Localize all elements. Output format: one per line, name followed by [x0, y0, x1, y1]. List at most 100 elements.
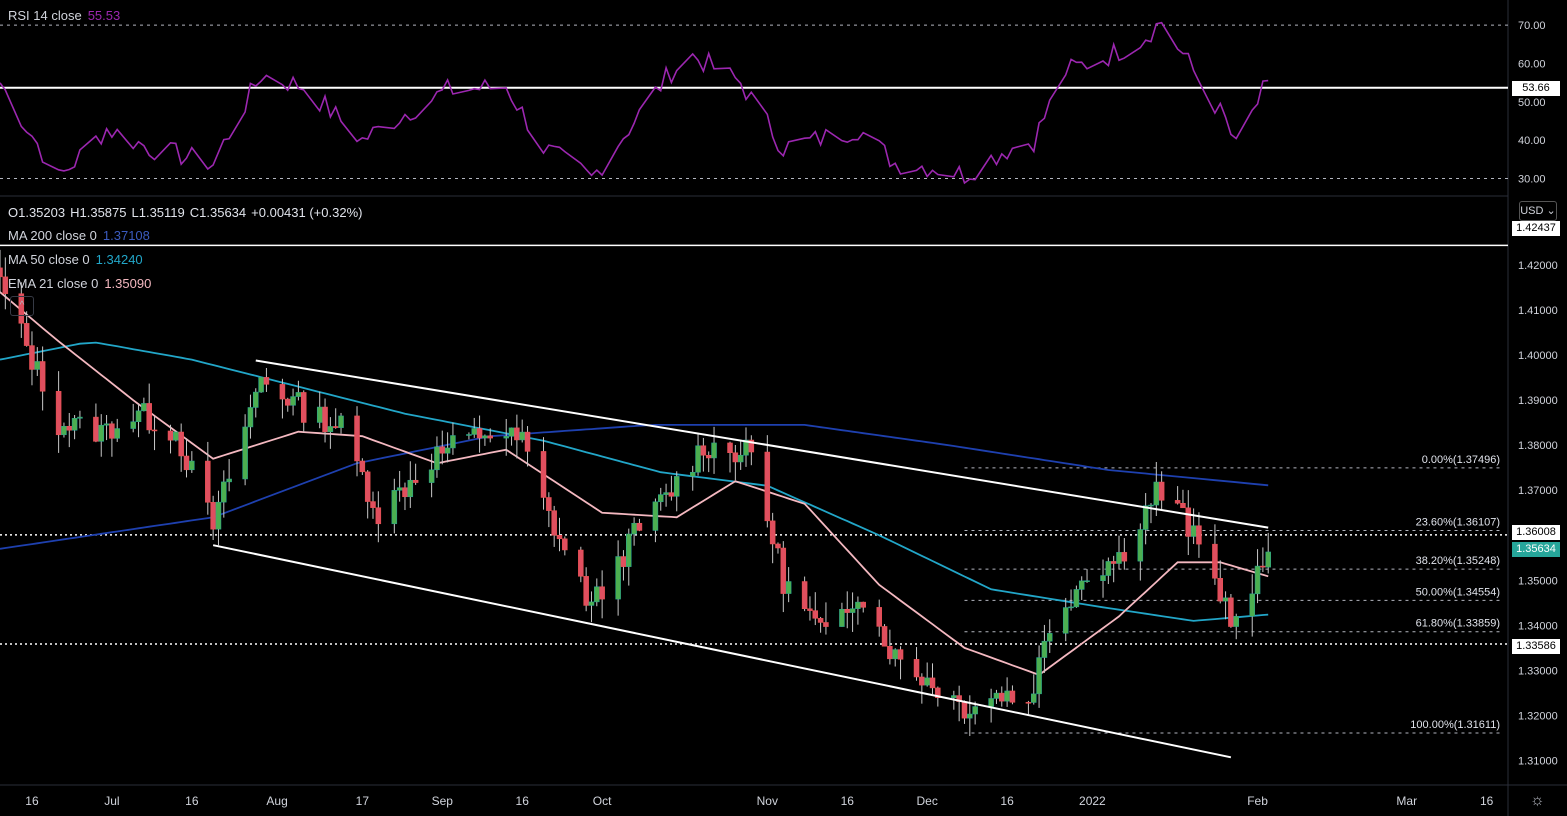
candle-body: [439, 446, 446, 454]
time-tick-label: 2022: [1079, 794, 1106, 808]
price-tick-label: 1.40000: [1518, 350, 1558, 362]
candle-body: [860, 601, 866, 608]
candle-body: [221, 481, 227, 503]
candle-body: [1260, 565, 1266, 568]
ma50-label: MA 50 close 0: [8, 252, 90, 267]
candle-body: [434, 446, 440, 471]
candle-body: [0, 267, 3, 278]
candle-body: [551, 510, 557, 536]
candle-body: [135, 410, 142, 422]
ma200-legend[interactable]: MA 200 close 0 1.37108: [8, 228, 150, 243]
candle-body: [817, 618, 824, 623]
time-tick-label: Nov: [757, 794, 778, 808]
candle-body: [972, 706, 978, 715]
upper-level-tag: 1.36008: [1512, 525, 1560, 540]
candle-body: [508, 427, 515, 437]
price-tick-label: 1.33000: [1518, 665, 1558, 677]
time-tick-label: Aug: [266, 794, 287, 808]
candle-body: [316, 406, 323, 423]
candle-body: [626, 533, 632, 567]
candle-body: [999, 692, 1005, 702]
candle-body: [503, 436, 509, 439]
candle-body: [66, 426, 73, 431]
ema21-value: 1.35090: [104, 276, 152, 291]
candle-body: [370, 501, 376, 508]
candle-body: [705, 455, 712, 459]
gear-icon[interactable]: ☼: [1530, 792, 1545, 809]
candle-body: [210, 502, 216, 530]
candle-body: [1105, 561, 1112, 576]
candle-body: [173, 431, 179, 441]
candle-body: [887, 646, 893, 660]
candle-body: [151, 429, 158, 432]
rsi-legend[interactable]: RSI 14 close 55.53: [8, 8, 120, 23]
candle-body: [61, 426, 67, 436]
ohlc-header: O1.35203 H1.35875 L1.35119 C1.35634 +0.00431…: [8, 205, 367, 220]
candle-body: [1222, 597, 1229, 602]
ema21-line: [0, 291, 1269, 676]
channel-upper-line: [255, 359, 1269, 529]
candle-body: [1196, 525, 1202, 545]
fib-level-label: 0.00%(1.37496): [1422, 454, 1500, 466]
candle-body: [290, 396, 296, 406]
price-tick-label: 1.32000: [1518, 710, 1558, 722]
candle-body: [732, 452, 739, 463]
candle-body: [1265, 551, 1271, 568]
candle-body: [407, 479, 414, 498]
candle-body: [663, 492, 669, 495]
candle-body: [183, 455, 190, 471]
time-tick-label: Oct: [593, 794, 612, 808]
candle-body: [556, 534, 563, 540]
ema21-legend[interactable]: EMA 21 close 0 1.35090: [8, 276, 151, 291]
ohlc-open: O1.35203: [8, 205, 66, 220]
candle-body: [1046, 633, 1053, 642]
rsi-level-tag: 53.66: [1512, 81, 1560, 96]
ohlc-high: H1.35875: [70, 205, 127, 220]
candle-body: [668, 492, 675, 497]
candle-body: [1185, 507, 1192, 537]
candle-body: [375, 507, 382, 525]
time-tick-label: 16: [185, 794, 199, 808]
candle-body: [1110, 561, 1117, 564]
candle-body: [71, 418, 78, 431]
candle-body: [130, 421, 136, 429]
price-tick-label: 1.31000: [1518, 755, 1558, 767]
candle-body: [359, 460, 366, 473]
ma50-line: [0, 341, 1269, 622]
candle-body: [807, 608, 813, 611]
ma50-legend[interactable]: MA 50 close 0 1.34240: [8, 252, 143, 267]
rsi-line: [0, 21, 1269, 185]
rsi-tick-label: 50.00: [1518, 97, 1546, 109]
top-level-tag: 1.42437: [1512, 221, 1560, 236]
candle-body: [364, 471, 371, 502]
price-tick-label: 1.41000: [1518, 305, 1558, 317]
candle-body: [93, 416, 99, 442]
collapse-legend-button[interactable]: ^: [10, 296, 34, 316]
candle-body: [689, 472, 696, 477]
candle-body: [519, 431, 525, 441]
candle-body: [737, 454, 744, 463]
ma200-value: 1.37108: [102, 228, 150, 243]
candle-body: [951, 695, 957, 698]
ma200-label: MA 200 close 0: [8, 228, 97, 243]
rsi-tick-label: 40.00: [1518, 135, 1546, 147]
candle-body: [929, 677, 936, 689]
candle-body: [109, 423, 115, 439]
price-tick-label: 1.37000: [1518, 485, 1558, 497]
time-tick-label: Sep: [432, 794, 454, 808]
candle-body: [657, 494, 664, 503]
time-tick-label: 16: [516, 794, 530, 808]
candle-body: [562, 538, 568, 551]
ohlc-change: +0.00431 (+0.32%): [251, 205, 363, 220]
candle-body: [620, 556, 627, 567]
candle-body: [801, 581, 808, 610]
candle-body: [146, 403, 152, 431]
candle-body: [1025, 702, 1032, 704]
candle-body: [215, 501, 222, 530]
current-price-tag: 1.35634: [1512, 542, 1560, 557]
ema21-label: EMA 21 close 0: [8, 276, 99, 291]
candle-body: [743, 439, 749, 456]
candle-body: [599, 586, 605, 600]
currency-select[interactable]: USD ⌄: [1519, 201, 1557, 221]
